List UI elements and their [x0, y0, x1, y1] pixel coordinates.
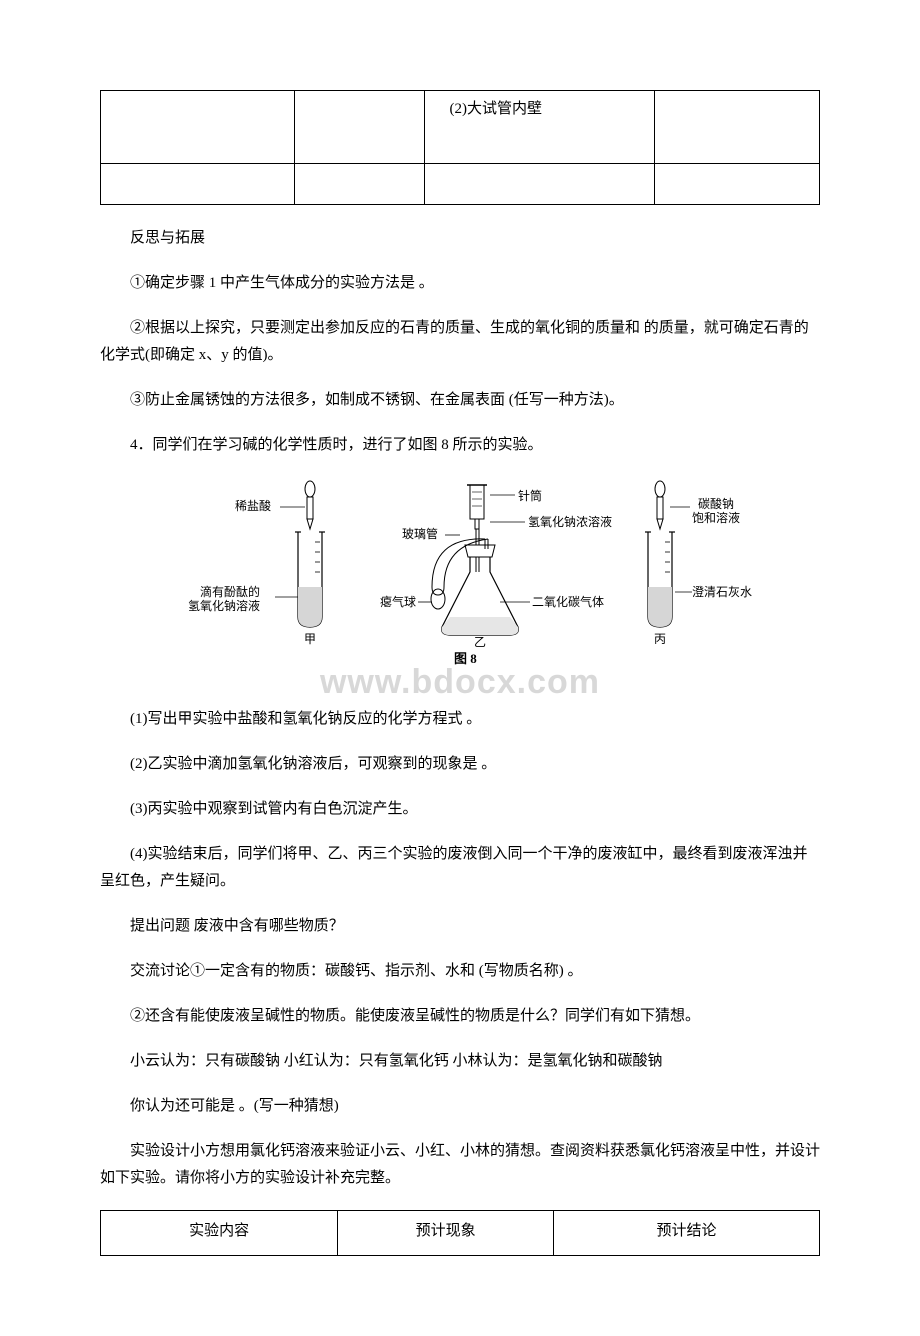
para-q4-intro: 4．同学们在学习碱的化学性质时，进行了如图 8 所示的实验。: [100, 432, 820, 459]
para-pose-question: 提出问题 废液中含有哪些物质？: [100, 913, 820, 940]
label-jia: 甲: [304, 632, 316, 646]
table-row: 实验内容 预计现象 预计结论: [101, 1211, 820, 1256]
para-q4-4: (4)实验结束后，同学们将甲、乙、丙三个实验的废液倒入同一个干净的废液缸中，最终…: [100, 841, 820, 895]
para-q4-3: (3)丙实验中观察到试管内有白色沉淀产生。: [100, 796, 820, 823]
cell: (2)大试管内壁: [424, 91, 654, 164]
cell: [101, 91, 295, 164]
label-yi: 乙: [474, 635, 486, 649]
para-reflect: 反思与拓展: [100, 225, 820, 252]
label-syringe: 针筒: [518, 489, 542, 503]
cell: [295, 164, 424, 205]
label-limewater: 澄清石灰水: [692, 585, 752, 599]
table-row: (2)大试管内壁: [101, 91, 820, 164]
cell: [295, 91, 424, 164]
para-q1: ①确定步骤 1 中产生气体成分的实验方法是 。: [100, 270, 820, 297]
cell: [654, 91, 819, 164]
para-q3: ③防止金属锈蚀的方法很多，如制成不锈钢、在金属表面 (任写一种方法)。: [100, 387, 820, 414]
table-row: [101, 164, 820, 205]
label-phenol: 滴有酚酞的 氢氧化钠溶液: [188, 585, 260, 614]
label-co2: 二氧化碳气体: [532, 595, 604, 609]
para-your-guess: 你认为还可能是 。(写一种猜想): [100, 1093, 820, 1120]
cell: [654, 164, 819, 205]
label-glasstube: 玻璃管: [402, 527, 438, 541]
figure-8: 稀盐酸 滴有酚酞的 氢氧化钠溶液 甲 针筒 玻璃管 氢氧化钠浓溶液 瘪气球 二氧…: [100, 477, 820, 702]
header-content: 实验内容: [101, 1211, 338, 1256]
para-discuss1: 交流讨论①一定含有的物质：碳酸钙、指示剂、水和 (写物质名称) 。: [100, 958, 820, 985]
label-naoh: 氢氧化钠浓溶液: [528, 515, 612, 529]
apparatus-yi: [418, 485, 530, 635]
label-bing: 丙: [654, 632, 666, 646]
para-guesses: 小云认为：只有碳酸钠 小红认为：只有氢氧化钙 小林认为：是氢氧化钠和碳酸钠: [100, 1048, 820, 1075]
apparatus-bing: [645, 481, 692, 627]
label-hcl: 稀盐酸: [235, 499, 271, 513]
apparatus-jia: [275, 481, 325, 627]
para-q4-2: (2)乙实验中滴加氢氧化钠溶液后，可观察到的现象是 。: [100, 751, 820, 778]
top-table: (2)大试管内壁: [100, 90, 820, 205]
header-phenomenon: 预计现象: [338, 1211, 554, 1256]
label-tu8: 图 8: [454, 651, 477, 667]
header-conclusion: 预计结论: [553, 1211, 819, 1256]
para-exp-design: 实验设计小方想用氯化钙溶液来验证小云、小红、小林的猜想。查阅资料获悉氯化钙溶液呈…: [100, 1138, 820, 1192]
para-q4-1: (1)写出甲实验中盐酸和氢氧化钠反应的化学方程式 。: [100, 706, 820, 733]
figure-svg-container: 稀盐酸 滴有酚酞的 氢氧化钠溶液 甲 针筒 玻璃管 氢氧化钠浓溶液 瘪气球 二氧…: [180, 477, 740, 677]
para-discuss2: ②还含有能使废液呈碱性的物质。能使废液呈碱性的物质是什么？同学们有如下猜想。: [100, 1003, 820, 1030]
label-balloon: 瘪气球: [380, 595, 416, 609]
para-q2: ②根据以上探究，只要测定出参加反应的石青的质量、生成的氧化铜的质量和 的质量，就…: [100, 315, 820, 369]
cell: [101, 164, 295, 205]
label-na2co3: 碳酸钠 饱和溶液: [692, 497, 740, 526]
design-table: 实验内容 预计现象 预计结论: [100, 1210, 820, 1256]
page-container: (2)大试管内壁 反思与拓展 ①确定步骤 1 中产生气体成分的实验方法是 。 ②…: [0, 0, 920, 1336]
cell: [424, 164, 654, 205]
